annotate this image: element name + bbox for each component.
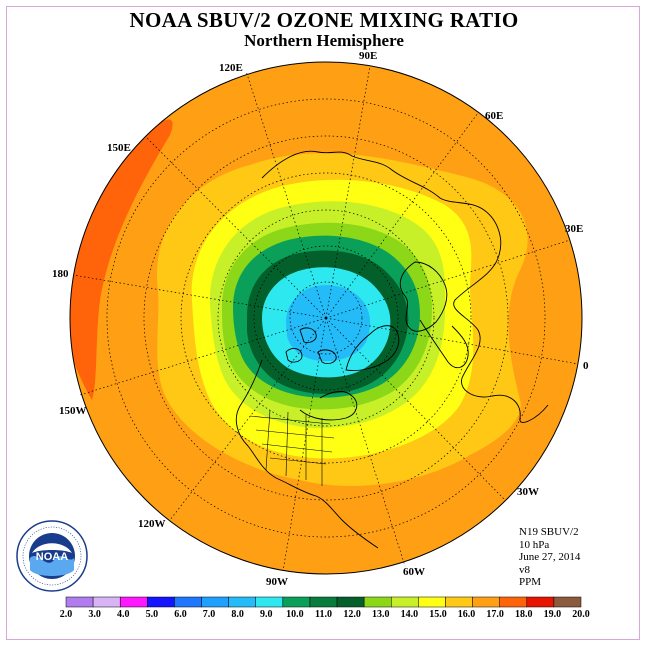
latitude-circle-50	[180, 172, 472, 464]
colorbar-swatch	[65, 596, 94, 608]
colorbar-swatch	[336, 596, 365, 608]
colorbar-tick-label: 6.0	[174, 609, 187, 620]
longitude-label-90w: 90W	[266, 576, 288, 588]
colorbar-swatch	[553, 596, 582, 608]
longitude-label-30w: 30W	[517, 486, 539, 498]
us-state-lines	[249, 409, 335, 486]
colorbar-tick-label: 17.0	[486, 609, 504, 620]
info-units: PPM	[519, 576, 542, 588]
logo-wordmark: NOAA	[36, 551, 68, 563]
arctic-islands	[285, 327, 337, 365]
latitude-circle-40	[143, 135, 509, 501]
colorbar-tick-label: 19.0	[543, 609, 562, 620]
colorbar-tick-label: 18.0	[515, 609, 533, 620]
colorbar-swatch	[472, 596, 500, 608]
colorbar-tick-label: 5.0	[145, 609, 159, 620]
band-08-09	[286, 285, 371, 362]
colorbar-tick-label: 7.0	[202, 609, 216, 620]
colorbar-tick-label: 11.0	[315, 609, 332, 620]
colorbar-swatch	[228, 596, 256, 608]
longitude-label-60w: 60W	[403, 566, 425, 578]
plot-info: N19 SBUV/2 10 hPa June 27, 2014 v8 PPM	[519, 526, 580, 589]
noaa-logo: NOAA	[16, 520, 88, 592]
info-version: v8	[519, 563, 530, 576]
colorbar-swatch	[147, 596, 175, 608]
colorbar-swatch	[282, 596, 311, 608]
colorbar-tick-label: 20.0	[572, 609, 590, 620]
longitude-label-180: 180	[52, 268, 69, 280]
colorbar-tick-label: 3.0	[88, 609, 101, 620]
latitude-circle-30	[106, 98, 546, 538]
colorbar-swatch	[391, 596, 419, 608]
longitude-label-30e: 30E	[565, 223, 584, 235]
latitude-circle-80	[289, 281, 363, 355]
figure-frame	[6, 6, 640, 640]
colorbar-tick-label: 10.0	[286, 609, 304, 620]
colorbar-tick-label: 12.0	[343, 609, 361, 620]
colorbar-tick-label: 16.0	[457, 609, 476, 620]
colorbar-swatch	[445, 596, 473, 608]
colorbar-swatch	[92, 596, 121, 608]
colorbar-swatch	[499, 596, 528, 608]
graticule	[72, 65, 579, 572]
colorbar-swatch	[526, 596, 555, 608]
colorbar-tick-label: 15.0	[429, 609, 447, 620]
info-level: 10 hPa	[519, 538, 550, 551]
colorbar-swatch	[418, 596, 446, 608]
colorbar-tick-label: 2.0	[59, 609, 73, 620]
colorbar-tick-label: 4.0	[116, 609, 130, 620]
colorbar	[65, 596, 582, 608]
latitude-circle-60	[217, 209, 435, 427]
band-17-18	[70, 119, 173, 400]
longitude-label-150e: 150E	[107, 142, 131, 154]
longitude-label-60e: 60E	[485, 110, 504, 122]
longitude-label-0: 0	[583, 360, 589, 372]
colorbar-swatch	[309, 596, 338, 608]
colorbar-swatch	[174, 596, 202, 608]
colorbar-tick-label: 9.0	[260, 609, 273, 620]
scandinavia-coast	[419, 319, 469, 369]
longitude-label-90e: 90E	[359, 50, 378, 62]
chart-title: NOAA SBUV/2 OZONE MIXING RATIO	[129, 8, 519, 32]
colorbar-swatch	[201, 596, 229, 608]
colorbar-swatch	[363, 596, 392, 608]
hemisphere-boundary	[69, 61, 583, 575]
colorbar-tick-label: 8.0	[231, 609, 244, 620]
info-date: June 27, 2014	[519, 551, 581, 563]
longitude-label-150w: 150W	[59, 405, 87, 417]
colorbar-swatch	[255, 596, 284, 608]
info-satellite: N19 SBUV/2	[519, 526, 579, 538]
coastlines	[235, 150, 549, 549]
meridians	[72, 65, 579, 572]
chart-subtitle: Northern Hemisphere	[244, 31, 404, 50]
north-america-coast	[235, 359, 379, 549]
longitude-label-120e: 120E	[219, 62, 243, 74]
colorbar-tick-label: 13.0	[371, 609, 390, 620]
longitude-label-120w: 120W	[138, 518, 166, 530]
colorbar-swatch	[119, 596, 148, 608]
greenland-coast	[345, 325, 400, 371]
eurasia-coast	[261, 150, 549, 423]
latitude-circle-70	[253, 245, 399, 391]
colorbar-tick-label: 14.0	[400, 609, 419, 620]
